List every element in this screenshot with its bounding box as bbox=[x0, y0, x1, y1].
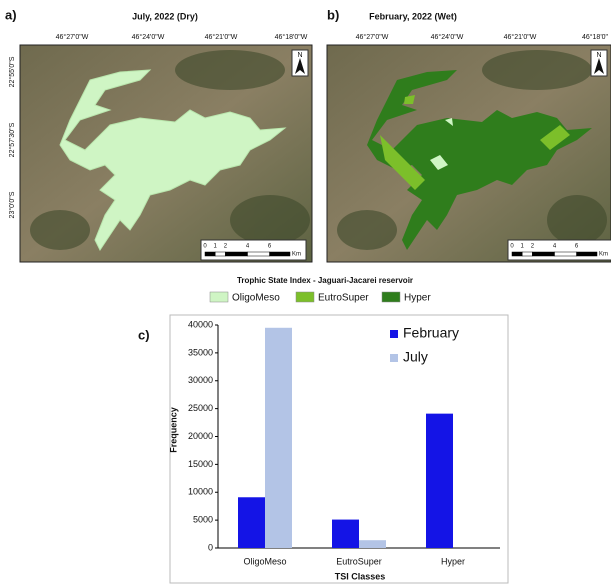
bar bbox=[265, 328, 292, 548]
figure: a) July, 2022 (Dry) 46°27'0"W 46°24'0"W 46°2… bbox=[0, 0, 611, 584]
bar bbox=[359, 540, 386, 548]
lon-label: 46°24'0"W bbox=[132, 33, 165, 41]
scale-segment bbox=[248, 252, 270, 256]
y-tick-label: 15000 bbox=[188, 459, 213, 469]
map-title: July, 2022 (Dry) bbox=[132, 11, 198, 21]
panel-label: b) bbox=[327, 7, 339, 22]
y-tick-label: 30000 bbox=[188, 375, 213, 385]
scale-unit: Km bbox=[292, 252, 301, 258]
scale-segment bbox=[225, 252, 247, 256]
y-tick-label: 35000 bbox=[188, 347, 213, 357]
y-tick-label: 25000 bbox=[188, 403, 213, 413]
legend-label: OligoMeso bbox=[232, 293, 280, 304]
scale-segment bbox=[532, 252, 554, 256]
legend-swatch bbox=[390, 330, 398, 338]
y-tick-label: 40000 bbox=[188, 319, 213, 329]
lon-label: 46°21'0"W bbox=[504, 33, 537, 41]
legend-label: Hyper bbox=[404, 293, 431, 304]
y-tick-label: 0 bbox=[208, 542, 213, 552]
bar bbox=[332, 520, 359, 548]
lon-label: 46°18'0" bbox=[582, 33, 609, 41]
lat-label: 23°0'0"S bbox=[8, 191, 16, 218]
y-axis-label: Frequency bbox=[168, 407, 178, 453]
legend-swatch bbox=[296, 292, 314, 302]
scale-segment bbox=[577, 252, 597, 256]
lat-label: 22°57'30"S bbox=[8, 122, 16, 157]
bar bbox=[238, 497, 265, 548]
bar bbox=[426, 414, 453, 548]
scale-segment bbox=[205, 252, 215, 256]
y-tick-label: 20000 bbox=[188, 431, 213, 441]
lon-label: 46°27'0"W bbox=[356, 33, 389, 41]
scale-segment bbox=[555, 252, 577, 256]
scale-segment bbox=[215, 252, 225, 256]
scale-unit: Km bbox=[599, 252, 608, 258]
x-axis-label: TSI Classes bbox=[335, 571, 386, 581]
y-tick-label: 10000 bbox=[188, 487, 213, 497]
lon-label: 46°18'0"W bbox=[275, 33, 308, 41]
x-tick-label: EutroSuper bbox=[336, 556, 382, 566]
north-label: N bbox=[297, 52, 302, 59]
lon-label: 46°21'0"W bbox=[205, 33, 238, 41]
legend-swatch bbox=[210, 292, 228, 302]
x-tick-label: Hyper bbox=[441, 556, 465, 566]
x-tick-label: OligoMeso bbox=[243, 556, 286, 566]
scale-segment bbox=[522, 252, 532, 256]
panel-label: a) bbox=[5, 7, 17, 22]
lon-label: 46°27'0"W bbox=[56, 33, 89, 41]
legend-label: July bbox=[403, 349, 428, 365]
scale-segment bbox=[512, 252, 522, 256]
y-tick-label: 5000 bbox=[193, 515, 213, 525]
legend-label: EutroSuper bbox=[318, 293, 369, 304]
legend-title: Trophic State Index - Jaguari-Jacarei re… bbox=[237, 276, 413, 285]
legend-label: February bbox=[403, 325, 459, 341]
panel-label: c) bbox=[138, 327, 150, 342]
lat-label: 22°55'0"S bbox=[8, 56, 16, 87]
lon-label: 46°24'0"W bbox=[431, 33, 464, 41]
legend-swatch bbox=[390, 354, 398, 362]
map-title: February, 2022 (Wet) bbox=[369, 11, 457, 21]
scale-segment bbox=[270, 252, 290, 256]
legend-swatch bbox=[382, 292, 400, 302]
north-label: N bbox=[596, 52, 601, 59]
